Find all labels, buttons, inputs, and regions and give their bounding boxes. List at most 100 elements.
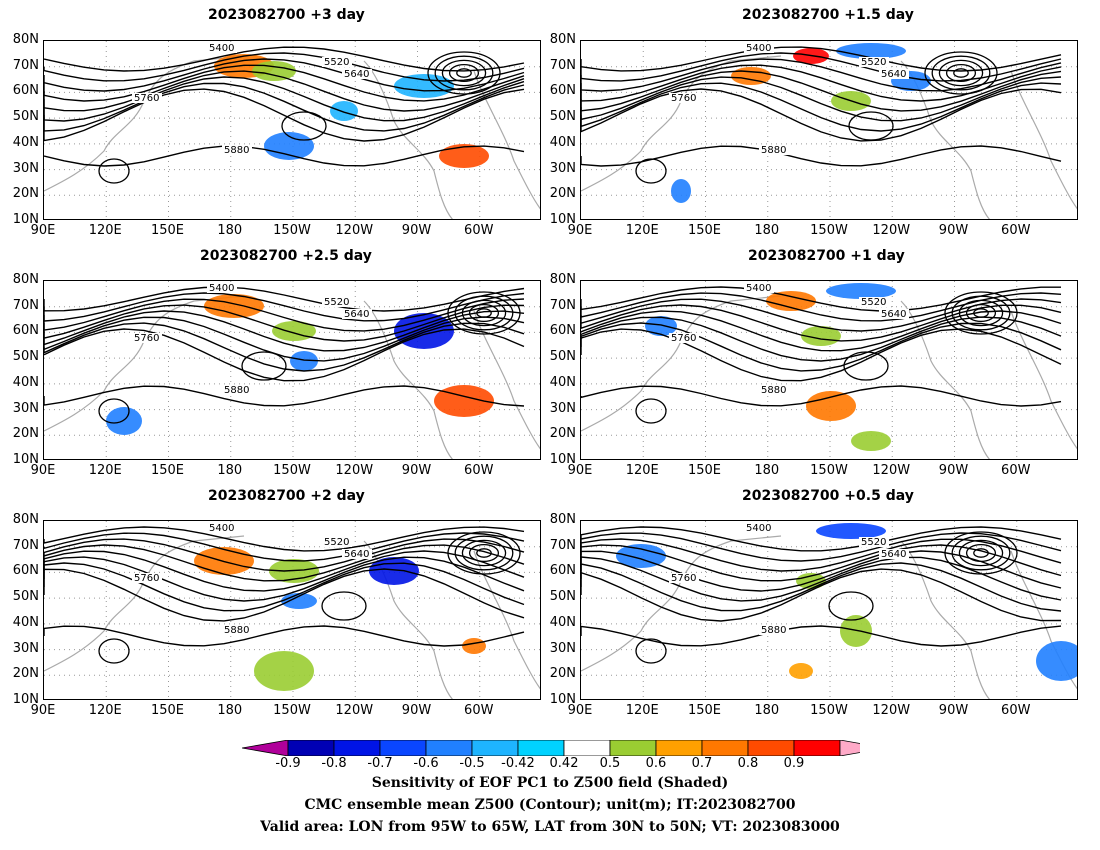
lon-label: 180 bbox=[754, 463, 780, 478]
contour-label-bg bbox=[222, 145, 252, 155]
z500-closed-contour bbox=[958, 299, 1004, 327]
z500-contour bbox=[44, 58, 525, 92]
lat-label: 30N bbox=[549, 400, 576, 416]
z500-contour bbox=[44, 298, 525, 332]
sensitivity-shading bbox=[439, 144, 489, 168]
z500-closed-contour bbox=[441, 59, 487, 87]
contour-label: 5760 bbox=[671, 93, 696, 104]
lat-label: 60N bbox=[549, 83, 576, 99]
z500-closed-contour bbox=[848, 111, 894, 141]
lat-label: 30N bbox=[549, 160, 576, 176]
z500-contour bbox=[44, 64, 525, 102]
lon-label: 90W bbox=[938, 463, 969, 478]
lon-label: 90E bbox=[30, 223, 56, 238]
contour-label: 5640 bbox=[344, 69, 369, 80]
panel-title: 2023082700 +1 day bbox=[748, 248, 905, 264]
lat-label: 30N bbox=[12, 640, 39, 656]
contour-label: 5520 bbox=[861, 537, 886, 548]
contour-label: 5640 bbox=[881, 309, 906, 320]
lat-label: 10N bbox=[549, 212, 576, 227]
colorbar-label: 0.5 bbox=[599, 756, 621, 771]
contour-label: 5760 bbox=[134, 93, 159, 104]
lat-label: 80N bbox=[549, 512, 576, 527]
lon-label: 120E bbox=[625, 703, 659, 718]
lon-label: 60W bbox=[1001, 463, 1031, 478]
z500-contour bbox=[44, 292, 525, 322]
contour-label: 5400 bbox=[209, 43, 234, 54]
z500-closed-contour bbox=[828, 591, 874, 621]
z500-closed-contour bbox=[281, 111, 327, 141]
sensitivity-shading bbox=[1036, 641, 1077, 681]
lat-label: 10N bbox=[12, 212, 39, 227]
z500-closed-contour bbox=[635, 638, 667, 664]
colorbar-segment bbox=[517, 740, 565, 756]
lat-label: 10N bbox=[12, 692, 39, 707]
lon-label: 120W bbox=[335, 223, 374, 238]
lon-label: 90E bbox=[567, 223, 593, 238]
contour-label-bg bbox=[879, 309, 909, 319]
z500-closed-contour bbox=[98, 398, 130, 424]
contour-label-bg bbox=[859, 57, 889, 67]
lon-label: 120W bbox=[872, 223, 911, 238]
lat-label: 70N bbox=[549, 57, 576, 73]
colorbar-label: 0.8 bbox=[737, 756, 759, 771]
lon-label: 150W bbox=[273, 703, 311, 718]
z500-contour bbox=[581, 562, 1062, 612]
sensitivity-shading bbox=[801, 326, 841, 346]
z500-closed-contour bbox=[924, 51, 998, 95]
lon-label: 60W bbox=[1001, 703, 1031, 718]
contour-label: 5760 bbox=[671, 573, 696, 584]
z500-contour bbox=[581, 46, 1062, 72]
lon-label: 90E bbox=[30, 463, 56, 478]
lon-label: 180 bbox=[217, 463, 243, 478]
z500-contour bbox=[581, 526, 1062, 552]
z500-contour bbox=[44, 145, 525, 167]
sensitivity-shading bbox=[816, 523, 886, 539]
z500-closed-contour bbox=[461, 539, 507, 567]
z500-contour bbox=[44, 88, 525, 142]
z500-closed-contour bbox=[973, 548, 989, 558]
lon-label: 150E bbox=[687, 463, 722, 478]
coastline bbox=[44, 295, 540, 459]
z500-contour bbox=[44, 568, 525, 622]
z500-contour bbox=[581, 328, 1062, 382]
z500-closed-contour bbox=[843, 351, 889, 381]
contour-label-bg bbox=[342, 309, 372, 319]
z500-contour bbox=[44, 76, 525, 122]
sensitivity-shading bbox=[204, 294, 264, 318]
caption-line-2: CMC ensemble mean Z500 (Contour); unit(m… bbox=[304, 797, 796, 813]
lon-label: 120W bbox=[335, 703, 374, 718]
z500-contour bbox=[581, 70, 1062, 112]
lon-label: 120E bbox=[625, 463, 659, 478]
sensitivity-shading bbox=[462, 638, 486, 654]
contour-label: 5400 bbox=[209, 283, 234, 294]
lat-label: 10N bbox=[12, 452, 39, 467]
lon-label: 150E bbox=[687, 223, 722, 238]
lon-label: 90E bbox=[567, 703, 593, 718]
z500-closed-contour bbox=[98, 638, 130, 664]
z500-contour bbox=[44, 532, 525, 562]
lon-label: 120E bbox=[88, 703, 122, 718]
lat-label: 50N bbox=[12, 109, 39, 125]
lon-label: 120W bbox=[335, 463, 374, 478]
contour-label-bg bbox=[879, 549, 909, 559]
z500-contour bbox=[581, 145, 1062, 167]
z500-contour bbox=[581, 76, 1062, 122]
z500-closed-contour bbox=[944, 531, 1018, 575]
contour-label: 5520 bbox=[861, 297, 886, 308]
colorbar-segment bbox=[701, 740, 749, 756]
lat-label: 20N bbox=[549, 426, 576, 442]
z500-closed-contour bbox=[965, 543, 997, 563]
contour-label-bg bbox=[744, 523, 774, 533]
lat-label: 70N bbox=[12, 537, 39, 553]
contour-label: 5880 bbox=[224, 145, 249, 156]
contour-label-bg bbox=[222, 625, 252, 635]
z500-contour bbox=[44, 52, 525, 82]
contour-label-bg bbox=[744, 283, 774, 293]
lat-label: 80N bbox=[12, 32, 39, 47]
lat-label: 40N bbox=[549, 134, 576, 150]
sensitivity-shading bbox=[290, 351, 318, 371]
lat-label: 40N bbox=[549, 374, 576, 390]
